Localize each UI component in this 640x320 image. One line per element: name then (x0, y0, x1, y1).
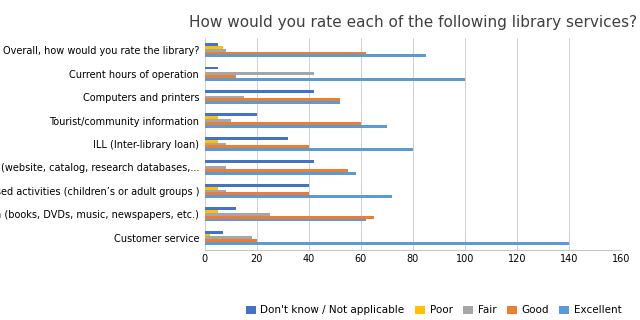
Bar (205, 166, 226, 169)
Bar (205, 49, 226, 52)
Bar (205, 101, 340, 104)
Bar (205, 239, 257, 242)
Bar (205, 145, 309, 148)
Bar (205, 116, 218, 119)
Bar (205, 46, 223, 49)
Bar (205, 122, 361, 125)
Bar (205, 242, 569, 245)
Bar (205, 231, 223, 234)
Bar (205, 43, 218, 46)
Bar (205, 207, 236, 210)
Bar (205, 72, 314, 75)
Bar (205, 184, 309, 187)
Bar (205, 119, 231, 122)
Bar (205, 148, 413, 151)
Bar (205, 114, 257, 116)
Bar (205, 189, 226, 192)
Bar (205, 90, 314, 93)
Bar (205, 187, 218, 189)
Bar (205, 213, 270, 216)
Bar (205, 210, 218, 213)
Bar (205, 75, 236, 78)
Bar (205, 192, 309, 195)
Bar (205, 195, 392, 198)
Bar (205, 96, 244, 99)
Bar (205, 99, 340, 101)
Bar (205, 234, 210, 236)
Bar (205, 169, 348, 172)
Bar (205, 78, 465, 81)
Bar (205, 236, 252, 239)
Legend: Don't know / Not applicable, Poor, Fair, Good, Excellent: Don't know / Not applicable, Poor, Fair,… (242, 301, 625, 320)
Bar (205, 67, 218, 69)
Bar (205, 137, 288, 140)
Bar (205, 219, 366, 221)
Bar (205, 160, 314, 163)
Bar (205, 140, 218, 143)
Bar (205, 216, 374, 219)
Bar (205, 172, 356, 174)
Title: How would you rate each of the following library services?: How would you rate each of the following… (189, 15, 637, 30)
Bar (205, 52, 366, 54)
Bar (205, 143, 226, 145)
Bar (205, 54, 426, 57)
Bar (205, 125, 387, 128)
